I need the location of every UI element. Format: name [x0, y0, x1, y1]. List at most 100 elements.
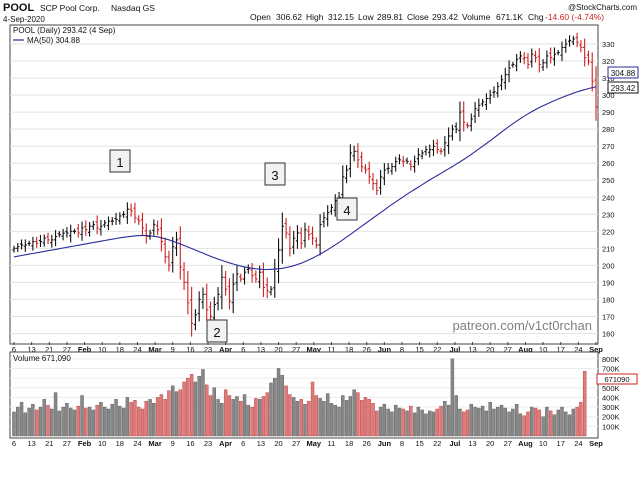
volume-bar [552, 414, 557, 437]
volume-bar [394, 404, 398, 437]
date-tick-label: 21 [45, 345, 53, 354]
ohlc-bar [12, 245, 16, 253]
volume-bar [359, 400, 364, 437]
legend-volume-entry: Volume 671,090 [13, 354, 71, 363]
ohlc-bar [110, 217, 114, 226]
volume-bar [533, 407, 538, 437]
ohlc-bar [261, 262, 266, 298]
volume-bar [103, 406, 107, 437]
price-tick-label: 160 [602, 329, 615, 338]
ohlc-bar [292, 230, 296, 255]
volume-bar [27, 407, 31, 437]
date-tick-label: Apr [219, 439, 232, 448]
ohlc-bar [454, 122, 458, 134]
watermark: patreon.com/v1ct0rchan [453, 318, 592, 333]
date-tick-label: 16 [186, 439, 194, 448]
volume-bar [273, 377, 277, 437]
volume-bar [397, 407, 402, 437]
volume-bar [526, 411, 530, 437]
ohlc-bar [269, 286, 273, 296]
ohlc-bar [348, 144, 352, 178]
volume-bar [84, 407, 88, 437]
volume-bar [405, 410, 409, 437]
price-tick-label: 270 [602, 142, 615, 151]
ohlc-bar [499, 74, 504, 91]
ohlc-bar [193, 309, 198, 331]
ohlc-bar [526, 53, 530, 69]
ohlc-bar [507, 60, 511, 83]
ohlc-bar [401, 155, 405, 167]
date-tick-label: 10 [539, 345, 547, 354]
volume-bar [80, 395, 84, 437]
ohlc-readout: Open 306.62 High 312.15 Low 289.81 Close… [250, 12, 604, 22]
ohlc-bar [231, 273, 235, 314]
volume-bar [348, 396, 353, 437]
ohlc-bar [530, 48, 534, 68]
ohlc-bar [416, 148, 420, 166]
ohlc-bar [133, 202, 137, 224]
volume-bar [329, 403, 334, 437]
ohlc-bar [469, 113, 473, 132]
ohlc-bar [556, 49, 560, 56]
volume-bar [560, 406, 564, 437]
volume-bar [201, 369, 205, 437]
volume-bar [87, 406, 92, 437]
ohlc-bar [46, 232, 50, 245]
ohlc-bar [477, 98, 481, 117]
ohlc-bar [571, 35, 575, 46]
volume-bar [363, 397, 368, 437]
volume-bar [390, 411, 394, 437]
ohlc-bar [356, 143, 360, 168]
volume-bar [344, 400, 349, 437]
ohlc-bar [246, 264, 250, 274]
ohlc-bar [378, 169, 383, 195]
date-tick-label: May [307, 345, 322, 354]
date-tick-label: 15 [415, 345, 423, 354]
date-tick-label: 23 [204, 439, 212, 448]
volume-bar [416, 406, 421, 437]
annotation-4: 4 [336, 197, 358, 221]
volume-bar [118, 405, 122, 437]
date-tick-label: 22 [433, 345, 441, 354]
date-tick-label: Aug [518, 439, 533, 448]
volume-bar [16, 406, 20, 437]
volume-bar [303, 403, 307, 437]
ohlc-bar [496, 82, 500, 98]
close-badge: 293.42 [611, 84, 636, 93]
ohlc-bar [167, 250, 171, 272]
volume-bar [314, 395, 319, 437]
volume-bar [322, 401, 326, 437]
ohlc-bar [106, 216, 111, 231]
volume-tick-label: 500K [602, 384, 620, 393]
ohlc-bar [171, 236, 175, 273]
ohlc-bar [129, 203, 133, 217]
ohlc-bar [50, 234, 54, 248]
date-tick-label: 10 [98, 345, 106, 354]
date-tick-label: 24 [574, 345, 582, 354]
volume-bar [38, 406, 43, 437]
legend-price-entry: POOL (Daily) 293.42 (4 Sep) [13, 26, 116, 35]
ohlc-bar [250, 263, 254, 283]
date-tick-label: Aug [518, 345, 533, 354]
price-tick-label: 290 [602, 108, 615, 117]
ohlc-bar [533, 50, 538, 63]
volume-bar [57, 410, 62, 437]
volume-bar [231, 399, 235, 437]
ticker-symbol: POOL [3, 2, 34, 14]
chg-value: -14.60 (-4.74%) [545, 12, 604, 22]
ohlc-bar [560, 41, 564, 62]
volume-bar [507, 411, 511, 437]
date-tick-label: 13 [27, 439, 35, 448]
volume-tick-label: 300K [602, 403, 620, 412]
high-label: High [306, 12, 324, 22]
ohlc-bar [586, 50, 591, 66]
ohlc-bar [518, 51, 523, 63]
date-tick-label: 18 [345, 345, 353, 354]
volume-bar [530, 406, 534, 437]
ohlc-bar [140, 212, 145, 235]
ohlc-bar [156, 220, 160, 236]
date-tick-label: Jul [449, 439, 460, 448]
ohlc-bar [76, 223, 80, 238]
volume-bar [216, 399, 220, 437]
